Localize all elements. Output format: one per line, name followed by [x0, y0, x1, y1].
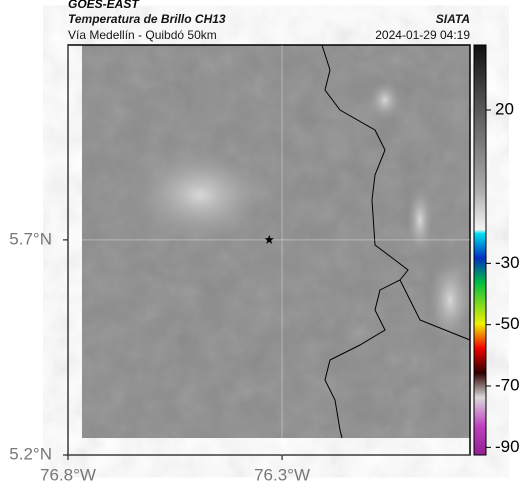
source: GOES-EAST	[68, 0, 140, 11]
x-tick-label: 76.3°W	[254, 465, 310, 484]
colorbar	[473, 44, 487, 456]
colorbar-tick-label: 20	[495, 99, 514, 118]
colorbar-tick-label: -50	[495, 314, 520, 333]
title: Temperatura de Brillo CH13	[68, 12, 226, 26]
y-tick-label: 5.2°N	[9, 444, 52, 463]
colorbar-tick-label: -30	[495, 253, 520, 272]
x-tick-label: 76.8°W	[40, 465, 96, 484]
map-frame	[67, 44, 471, 456]
date: 2024-01-29 04:19	[375, 28, 470, 42]
location-marker	[264, 234, 274, 244]
satellite-image	[82, 44, 475, 439]
colorbar-tick-label: -70	[495, 375, 520, 394]
y-tick-label: 5.7°N	[9, 229, 52, 248]
colorbar-tick-label: -90	[495, 437, 520, 456]
subtitle: Vía Medellín - Quibdó 50km	[68, 28, 217, 42]
agency: SIATA	[436, 12, 470, 26]
